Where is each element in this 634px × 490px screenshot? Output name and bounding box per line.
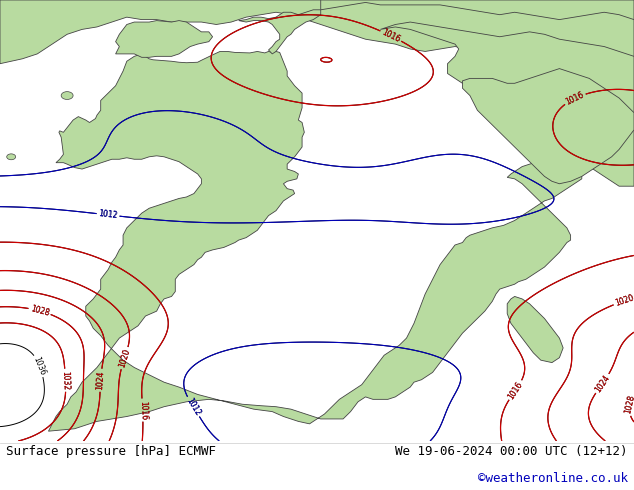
Circle shape (61, 92, 73, 99)
Text: We 19-06-2024 00:00 UTC (12+12): We 19-06-2024 00:00 UTC (12+12) (395, 445, 628, 458)
Text: 1028: 1028 (29, 304, 50, 318)
Polygon shape (0, 0, 634, 69)
Text: 1016: 1016 (138, 400, 148, 420)
Text: 1036: 1036 (32, 355, 48, 376)
Text: 1020: 1020 (614, 294, 634, 308)
Polygon shape (462, 69, 634, 184)
Text: 1016: 1016 (380, 27, 401, 44)
Circle shape (7, 154, 16, 160)
Text: 1032: 1032 (61, 370, 70, 390)
Text: 1024: 1024 (96, 370, 106, 390)
Text: 1012: 1012 (98, 209, 118, 220)
Text: 1012: 1012 (184, 396, 202, 417)
Text: 1012: 1012 (98, 209, 118, 220)
Text: 1012: 1012 (184, 396, 202, 417)
Text: Surface pressure [hPa] ECMWF: Surface pressure [hPa] ECMWF (6, 445, 216, 458)
Text: 1020: 1020 (117, 347, 132, 368)
Text: 1016: 1016 (564, 90, 586, 107)
Text: 1016: 1016 (564, 90, 586, 107)
Polygon shape (321, 0, 634, 20)
Text: 1028: 1028 (624, 394, 634, 415)
Text: 1024: 1024 (593, 373, 612, 394)
Text: 1032: 1032 (61, 370, 70, 390)
Text: 1016: 1016 (507, 380, 524, 401)
Text: 1020: 1020 (614, 294, 634, 308)
Text: 1028: 1028 (624, 394, 634, 415)
Polygon shape (507, 296, 563, 363)
Text: 1028: 1028 (29, 304, 50, 318)
Polygon shape (48, 51, 582, 431)
Text: 1024: 1024 (593, 373, 612, 394)
Polygon shape (115, 21, 212, 57)
Text: 1016: 1016 (138, 400, 148, 420)
Polygon shape (380, 22, 634, 186)
Text: 1020: 1020 (117, 347, 132, 368)
Text: ©weatheronline.co.uk: ©weatheronline.co.uk (477, 472, 628, 485)
Text: 1016: 1016 (507, 380, 524, 401)
Text: 1024: 1024 (96, 370, 106, 390)
Text: 1016: 1016 (380, 27, 401, 44)
Polygon shape (238, 10, 321, 54)
